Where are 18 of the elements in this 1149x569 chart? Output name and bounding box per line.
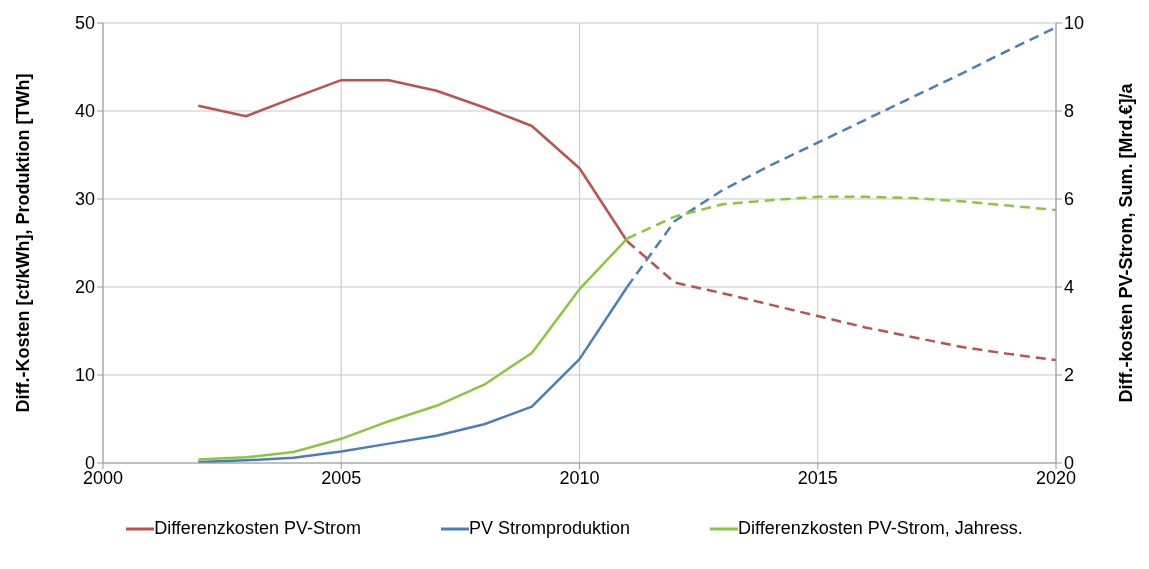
y2-tick-label: 4 xyxy=(1064,277,1075,298)
x-tick-label: 2005 xyxy=(321,467,362,488)
y-tick-label: 50 xyxy=(74,13,95,34)
y2-axis-title: Diff.-kosten PV-Strom, Sum. [Mrd.€]/a xyxy=(1116,82,1137,403)
y2-tick-label: 6 xyxy=(1064,189,1075,210)
y2-tick-label: 2 xyxy=(1064,365,1075,386)
y-tick-label: 30 xyxy=(74,189,95,210)
y-tick-label: 40 xyxy=(74,101,95,122)
y2-tick-label: 8 xyxy=(1064,101,1075,122)
x-tick-label: 2010 xyxy=(559,467,600,488)
y2-tick-label: 10 xyxy=(1064,13,1085,34)
y-tick-label: 10 xyxy=(74,365,95,386)
y-axis-title: Diff.-Kosten [ct/kWh], Produktion [TWh] xyxy=(13,73,34,413)
legend-label: Differenzkosten PV-Strom xyxy=(154,518,361,539)
y-tick-label: 20 xyxy=(74,277,95,298)
x-tick-label: 2015 xyxy=(797,467,838,488)
legend-label: PV Stromproduktion xyxy=(468,518,631,539)
legend-label: Differenzkosten PV-Strom, Jahress. xyxy=(738,518,1023,539)
